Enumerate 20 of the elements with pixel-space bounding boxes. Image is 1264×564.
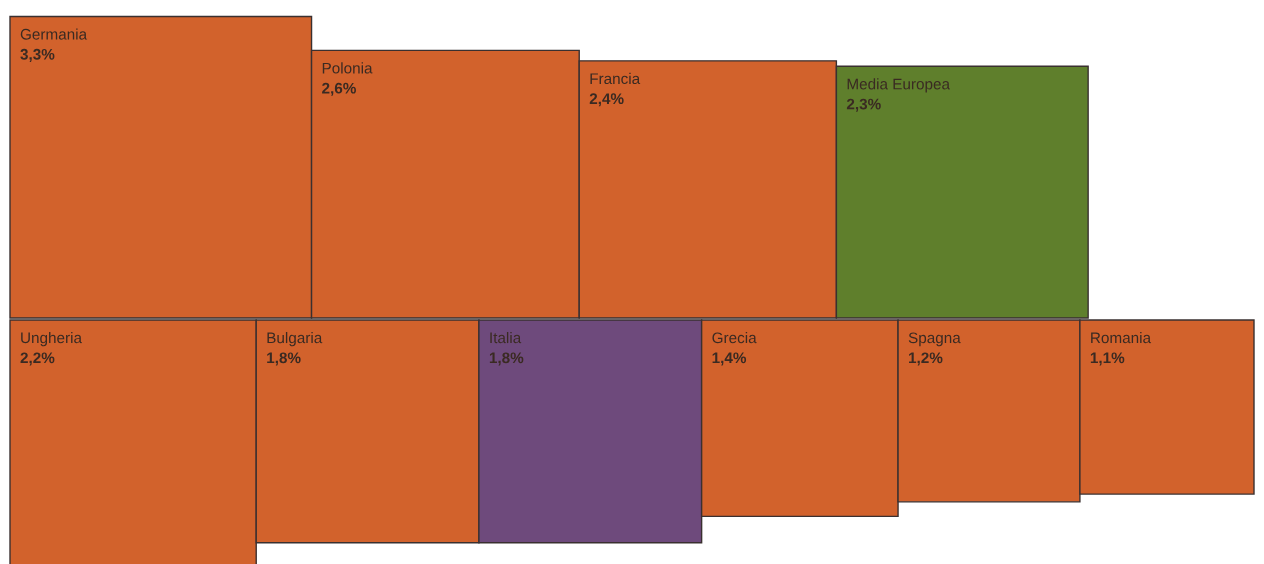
data-label: 2,3%: [846, 98, 881, 112]
category-label: Bulgaria: [267, 332, 323, 347]
data-label: 1,2%: [909, 352, 943, 366]
category-label: Germania: [20, 28, 88, 40]
data-label: 1,8%: [267, 352, 301, 366]
data-label: 3,3%: [20, 48, 55, 62]
data-label: 1,1%: [1090, 352, 1125, 366]
category-label: Francia: [590, 72, 641, 85]
category-label: Italia: [490, 332, 522, 344]
category-label: Polonia: [322, 62, 373, 74]
category-label: Grecia: [712, 332, 757, 344]
data-label: 2,2%: [20, 352, 55, 366]
data-label: 1,4%: [712, 352, 747, 366]
category-label: Ungheria: [21, 332, 82, 347]
data-label: 2,6%: [322, 82, 356, 96]
category-label: Spagna: [908, 332, 961, 347]
category-label: Media Europea: [847, 78, 950, 93]
data-label: 1,8%: [489, 352, 524, 366]
data-label: 2,4%: [589, 93, 624, 107]
category-label: Romania: [1091, 332, 1152, 344]
